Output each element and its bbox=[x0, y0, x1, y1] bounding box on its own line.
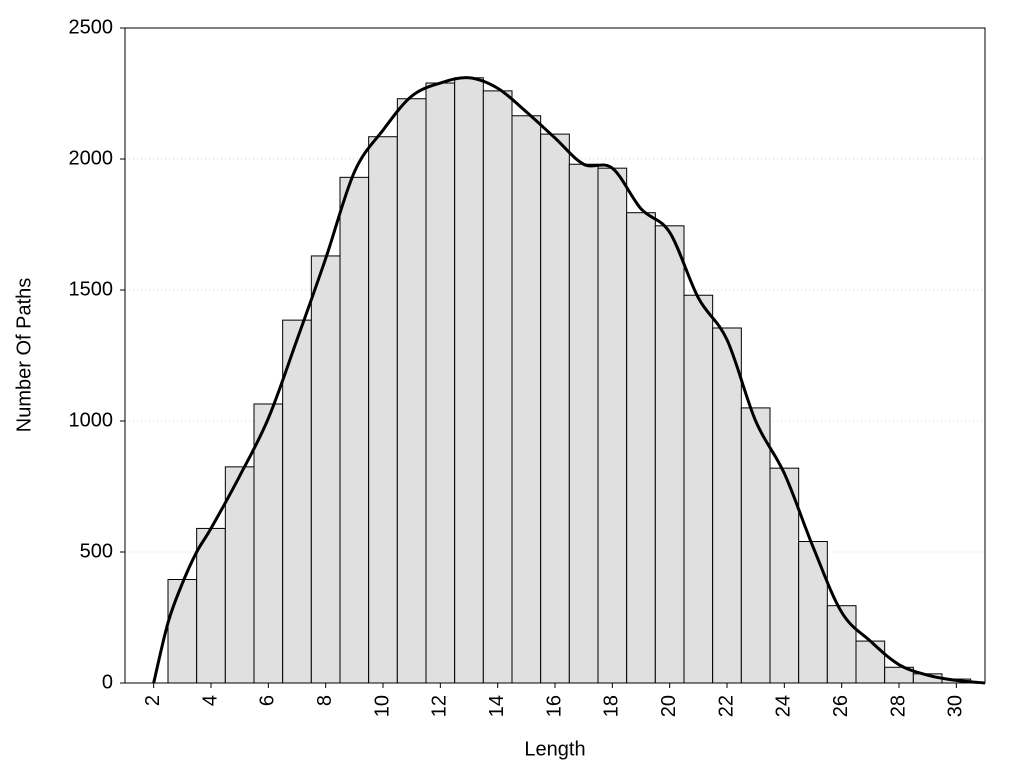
bar bbox=[568, 163, 599, 684]
bar bbox=[712, 327, 742, 684]
bar bbox=[368, 136, 398, 684]
bar bbox=[683, 294, 714, 684]
x-axis-label: Length bbox=[524, 738, 585, 760]
bar bbox=[310, 255, 341, 684]
x-tick-label: 2 bbox=[142, 695, 164, 706]
bar bbox=[826, 605, 857, 684]
y-tick-label: 2500 bbox=[69, 16, 114, 38]
bar bbox=[167, 579, 198, 684]
y-tick-label: 2000 bbox=[69, 147, 114, 169]
x-tick-label: 22 bbox=[715, 695, 737, 717]
bar bbox=[224, 466, 255, 684]
x-tick-label: 18 bbox=[601, 695, 623, 717]
x-tick-label: 20 bbox=[658, 695, 680, 717]
bar bbox=[597, 167, 628, 684]
bar bbox=[396, 98, 427, 684]
x-tick-label: 10 bbox=[371, 695, 393, 717]
plot-frame bbox=[124, 27, 986, 684]
bar bbox=[855, 640, 886, 684]
x-tick-label: 6 bbox=[257, 695, 279, 706]
x-tick-label: 16 bbox=[543, 695, 565, 717]
bar bbox=[769, 467, 800, 684]
bar bbox=[482, 90, 513, 684]
y-tick-label: 1000 bbox=[69, 409, 114, 431]
bar bbox=[282, 319, 312, 684]
y-tick-label: 0 bbox=[102, 671, 113, 693]
x-tick-label: 14 bbox=[486, 695, 508, 717]
x-tick-label: 12 bbox=[429, 695, 451, 717]
bar bbox=[740, 407, 771, 684]
y-tick-label: 500 bbox=[80, 540, 113, 562]
bar bbox=[339, 176, 370, 684]
bar bbox=[626, 212, 656, 684]
y-axis-label: Number Of Paths bbox=[13, 278, 35, 433]
density-line bbox=[152, 76, 986, 685]
bar bbox=[540, 133, 570, 684]
bar bbox=[654, 225, 685, 684]
bar bbox=[253, 403, 284, 684]
x-tick-label: 30 bbox=[945, 695, 967, 717]
bar bbox=[196, 527, 226, 684]
x-tick-label: 8 bbox=[314, 695, 336, 706]
bar bbox=[798, 541, 828, 684]
bar bbox=[454, 77, 484, 684]
x-tick-label: 4 bbox=[199, 695, 221, 706]
x-tick-label: 24 bbox=[773, 695, 795, 717]
bar bbox=[511, 115, 542, 684]
bar bbox=[425, 82, 456, 684]
x-tick-label: 26 bbox=[830, 695, 852, 717]
x-tick-label: 28 bbox=[887, 695, 909, 717]
y-tick-label: 1500 bbox=[69, 278, 114, 300]
